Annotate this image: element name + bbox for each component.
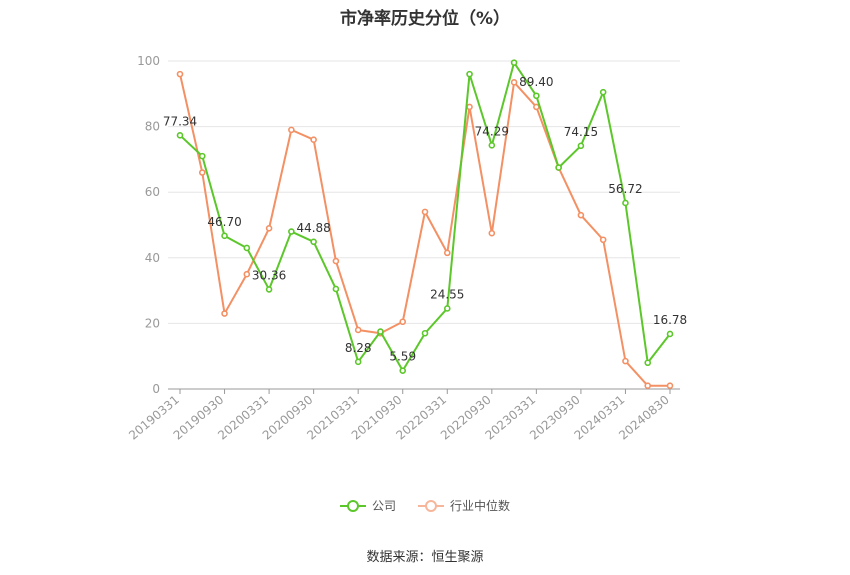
data-label: 44.88 (296, 221, 330, 235)
data-point (443, 249, 451, 257)
series-lines (176, 59, 674, 390)
data-point (443, 305, 451, 312)
data-point (332, 257, 340, 265)
legend-dot (425, 499, 437, 512)
data-point (599, 236, 607, 244)
y-tick-label: 100 (137, 54, 160, 68)
grid-lines (168, 60, 680, 324)
data-point (198, 169, 206, 176)
data-point (622, 357, 629, 365)
data-label: 16.78 (653, 313, 687, 327)
legend-label-company: 公司 (371, 499, 396, 513)
data-point (332, 285, 340, 293)
data-point (354, 326, 362, 334)
data-label: 46.70 (207, 215, 241, 229)
data-point (421, 208, 429, 216)
data-point (243, 244, 251, 252)
data-label: 74.15 (564, 125, 598, 139)
y-axis-ticks: 0 20 40 60 80 100 (137, 54, 160, 396)
data-label: 74.29 (475, 124, 509, 138)
data-point (288, 228, 295, 235)
data-point (198, 152, 206, 160)
data-label: 8.28 (345, 341, 372, 355)
data-point (555, 164, 562, 171)
data-point (310, 238, 317, 246)
data-point (666, 382, 674, 390)
data-point (354, 358, 362, 366)
source-note: 数据来源：恒生聚源 (366, 550, 484, 565)
data-point (510, 59, 518, 66)
legend-label-industry-median: 行业中位数 (450, 499, 511, 513)
data-point (265, 224, 273, 232)
chart-title: 市净率历史分位（%） (339, 9, 511, 29)
data-point (577, 142, 585, 150)
y-tick-label: 0 (152, 382, 160, 396)
legend-item-company[interactable]: 公司 (339, 497, 396, 514)
y-tick-label: 80 (145, 120, 160, 134)
series-line-1 (179, 73, 670, 387)
y-tick-label: 60 (145, 185, 160, 199)
data-point (421, 329, 429, 337)
data-point (644, 359, 652, 367)
data-point (666, 330, 674, 338)
data-labels: 77.34 46.70 30.36 44.88 8.28 5.59 24.55 74.29 89… (163, 75, 687, 364)
x-axis: 2019033120190930202003312020093020210331… (126, 388, 680, 443)
legend-marker-industry-icon (418, 499, 444, 513)
data-point (533, 103, 540, 111)
legend-dot (346, 499, 359, 512)
data-point (488, 229, 496, 237)
data-point (577, 211, 585, 219)
data-point (510, 79, 518, 86)
data-label: 5.59 (389, 350, 416, 364)
data-point (176, 132, 184, 139)
y-tick-label: 20 (145, 316, 160, 330)
data-point (622, 199, 629, 207)
data-label: 24.55 (430, 287, 464, 301)
data-point (377, 328, 384, 335)
data-label: 89.40 (519, 75, 553, 89)
data-point (243, 270, 251, 278)
legend-marker-company-icon (339, 499, 366, 513)
data-point (644, 382, 652, 390)
data-point (399, 367, 407, 374)
data-point (399, 318, 407, 326)
legend-item-industry-median[interactable]: 行业中位数 (418, 497, 510, 514)
data-point (533, 92, 540, 100)
data-label: 56.72 (608, 182, 642, 196)
data-point (221, 310, 228, 317)
data-label: 30.36 (252, 268, 286, 282)
data-point (466, 70, 473, 78)
data-point (488, 142, 496, 149)
data-point (265, 286, 273, 293)
data-point (310, 136, 317, 144)
data-point (466, 103, 473, 111)
data-point (176, 70, 184, 78)
legend: 公司 行业中位数 (0, 497, 850, 514)
data-point (599, 88, 607, 96)
data-label: 77.34 (163, 114, 197, 128)
data-point (221, 232, 228, 240)
y-tick-label: 40 (145, 251, 160, 265)
data-point (288, 126, 295, 134)
